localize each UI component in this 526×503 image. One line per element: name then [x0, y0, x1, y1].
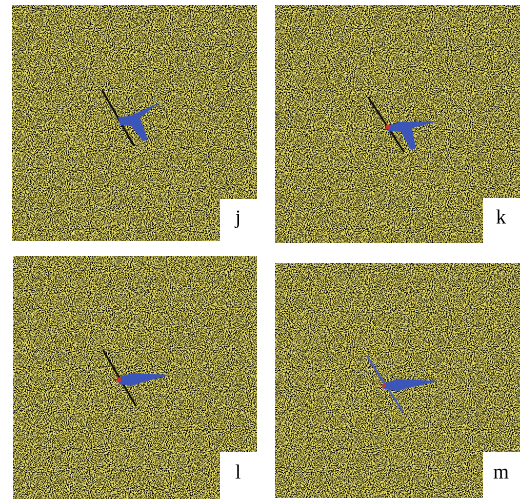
- panel-label: m: [493, 462, 509, 484]
- panel: l: [13, 256, 257, 499]
- panel: k: [275, 5, 520, 243]
- figure: j k l m: [0, 0, 526, 503]
- marker: [117, 378, 122, 383]
- panel-label: j: [234, 207, 241, 229]
- marker: [386, 125, 391, 130]
- panel-label: k: [496, 207, 506, 229]
- marker: [382, 384, 386, 388]
- panel: j: [12, 5, 257, 241]
- panel: m: [275, 263, 520, 498]
- panel-label: l: [235, 462, 241, 484]
